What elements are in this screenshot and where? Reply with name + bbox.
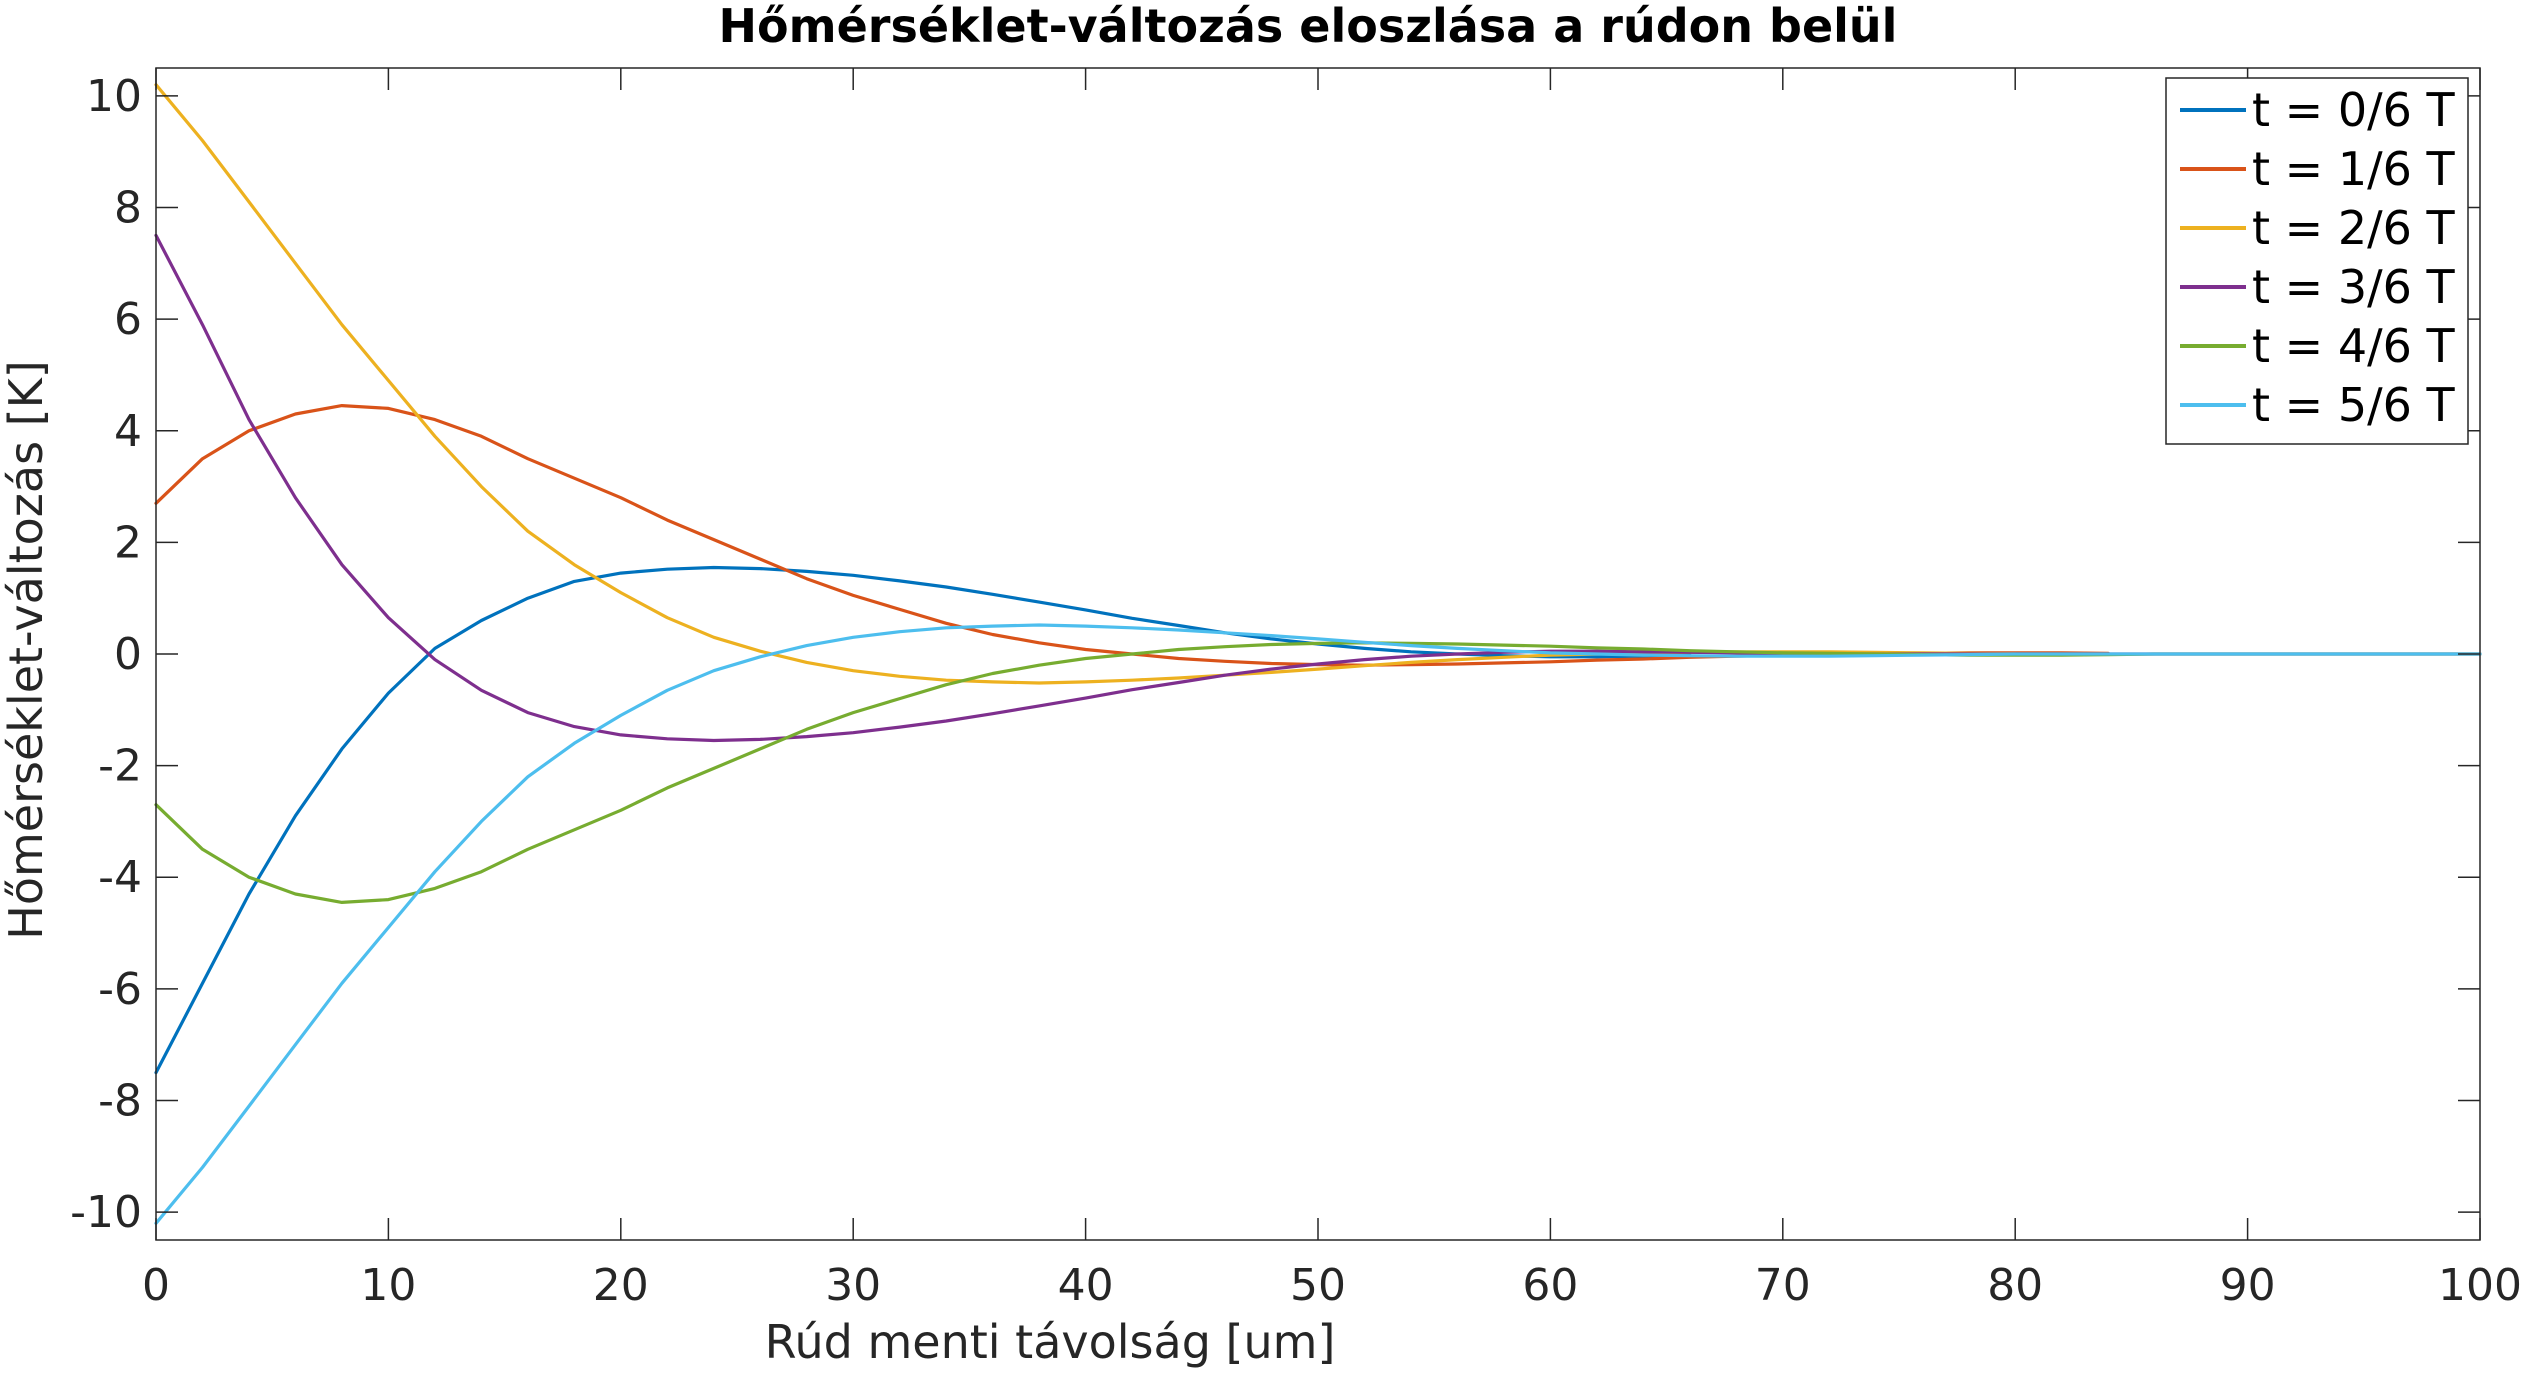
y-axis-title: Hőmérséklet-változás [K] xyxy=(0,360,53,940)
x-axis-title: Rúd menti távolság [um] xyxy=(765,1315,1336,1369)
x-tick-label: 80 xyxy=(1987,1260,2043,1311)
y-tick-label: 0 xyxy=(114,629,142,680)
legend-label-6: t = 5/6 T xyxy=(2252,378,2455,432)
legend-label-3: t = 2/6 T xyxy=(2252,201,2455,255)
legend-box xyxy=(2165,77,2469,445)
legend-label-5: t = 4/6 T xyxy=(2252,319,2455,373)
x-tick-label: 0 xyxy=(142,1260,170,1311)
legend-label-2: t = 1/6 T xyxy=(2252,142,2455,196)
x-tick-label: 100 xyxy=(2438,1260,2522,1311)
y-tick-label: -8 xyxy=(98,1075,142,1126)
y-tick-label: 4 xyxy=(114,406,142,457)
x-tick-label: 20 xyxy=(593,1260,649,1311)
y-tick-label: 2 xyxy=(114,517,142,568)
chart-title: Hőmérséklet-változás eloszlása a rúdon b… xyxy=(719,0,1898,53)
x-tick-label: 70 xyxy=(1755,1260,1811,1311)
series-line-6 xyxy=(154,623,2482,1225)
series-line-3 xyxy=(154,83,2017,685)
x-tick-label: 10 xyxy=(360,1260,416,1311)
y-tick-label: -6 xyxy=(98,964,142,1015)
legend-label-1: t = 0/6 T xyxy=(2252,83,2455,137)
legend: t = 0/6 Tt = 1/6 Tt = 2/6 Tt = 3/6 Tt = … xyxy=(2165,77,2469,445)
y-tick-label: 10 xyxy=(86,71,142,122)
x-tick-label: 30 xyxy=(825,1260,881,1311)
series-line-5 xyxy=(154,641,2482,905)
x-tick-label: 50 xyxy=(1290,1260,1346,1311)
series-line-1 xyxy=(154,565,1692,1075)
x-tick-label: 60 xyxy=(1522,1260,1578,1311)
y-tick-label: -4 xyxy=(98,852,142,903)
plot-area: 0 10 20 30 40 50 60 70 80 90 100 -10 -8 -6 -4 -2 0 2 4 6 8 10 xyxy=(70,67,2522,1311)
series-line-4 xyxy=(154,233,2482,743)
legend-label-4: t = 3/6 T xyxy=(2252,260,2455,314)
y-tick-label: 8 xyxy=(114,183,142,234)
y-tick-label: -2 xyxy=(98,741,142,792)
y-tick-label: -10 xyxy=(70,1187,142,1238)
y-tick-label: 6 xyxy=(114,294,142,345)
x-tick-label: 40 xyxy=(1058,1260,1114,1311)
x-tick-label: 90 xyxy=(2220,1260,2276,1311)
